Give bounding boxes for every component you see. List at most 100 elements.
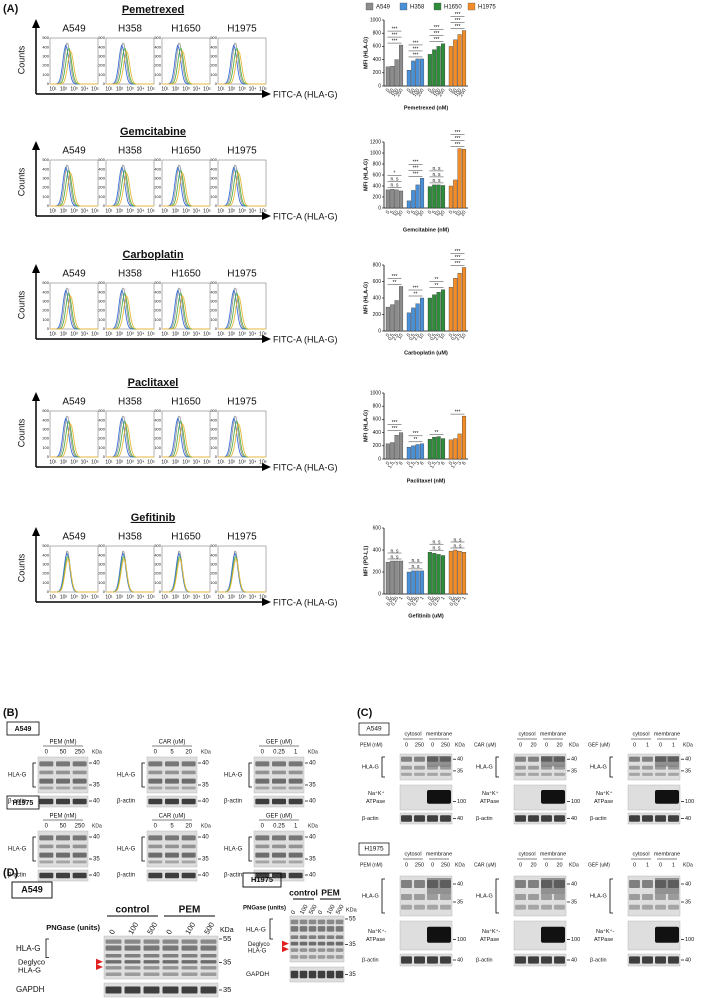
hist-xtick: 10² [228,459,236,465]
band [39,778,54,784]
cell-line: H1975 [227,397,257,408]
hist-ytick: 200 [98,571,105,576]
dose-label: 0 [427,595,434,601]
lane-label: 0 [45,750,49,756]
hist-ytick: 500 [210,408,217,413]
legend-swatch [399,2,408,11]
marker-label: 55 [349,917,356,923]
marker-label: 40 [457,757,463,763]
bar [436,554,441,595]
band [143,966,160,970]
bar [436,184,441,209]
significance: n. s [453,537,462,543]
bar [394,300,399,332]
hist-ytick: 400 [42,552,49,557]
band [56,798,70,805]
hist-xtick: 10¹ [105,86,113,92]
dose-label: 0 [448,595,455,601]
band [181,972,198,976]
dose-label: 0 [427,460,434,466]
lane-label: 0 [659,742,662,748]
band [335,970,344,979]
hist-xtick: 10² [116,331,124,337]
band [668,904,679,910]
hist-xtick: 10⁴ [81,86,89,92]
hist-xtick: 10³ [238,331,246,337]
hist-xtick: 10⁵ [91,331,99,337]
hist-xtick: 10¹ [217,331,225,337]
band [124,972,141,976]
marker-label: 40 [202,873,209,879]
dose-label: 20 [418,209,426,217]
hist-xtick: 10³ [126,459,134,465]
significance: *** [413,160,419,166]
lane-label: 250 [441,742,450,748]
bar [462,148,467,209]
row-label: Na⁺K⁺ [596,790,613,797]
significance: *** [413,40,419,46]
lane-label: 5 [170,824,174,830]
marker-label: 40 [93,799,100,805]
hist-ytick: 100 [210,72,217,77]
band [629,894,640,900]
band [414,815,425,822]
band [515,894,526,900]
axis-label: Counts [16,290,26,319]
dose-label: 1.5 [408,460,417,469]
bar [462,267,467,332]
band [308,919,317,925]
band [629,815,640,822]
dose-label: 1 [398,595,405,601]
band [541,904,552,910]
bar [390,189,395,209]
marker-label: 35 [349,942,356,948]
bracket [381,878,385,914]
hist-ytick: 200 [154,436,161,441]
lane-label: 0 [545,742,548,748]
hist-xtick: 10⁴ [193,331,201,337]
band [642,815,653,822]
histogram-curve [218,422,266,458]
bar [394,189,399,209]
lane-label: 250 [75,750,86,756]
band [655,765,666,770]
bracket [45,938,49,958]
band [288,778,303,784]
atpase-band [541,926,565,943]
dose-label: 1.5 [450,460,459,469]
bar [436,292,441,332]
hist-xtick: 10⁵ [203,86,211,92]
marker-label: 35 [93,783,100,789]
cell-line: A549 [62,397,86,408]
histogram-frame [161,410,211,458]
bar [441,555,446,595]
bar [448,550,453,595]
bar [462,30,467,87]
significance: *** [392,420,398,426]
hist-xtick: 10¹ [217,208,225,214]
row-label: β-actin [362,816,379,822]
dose-label: 0 [427,87,434,93]
hist-ytick: 100 [210,445,217,450]
histogram-curve [106,49,154,85]
lane-label: 250 [415,862,424,868]
hist-xtick: 10³ [70,594,78,600]
histogram-curve [218,557,266,593]
hist-ytick: 400 [154,44,161,49]
band [148,798,163,805]
bar [394,435,399,460]
x-axis-label: Paclitaxel (nM) [407,478,446,484]
band [72,786,87,790]
dose-label: 250 [458,87,467,97]
kda: KDa [683,742,693,748]
band [440,894,451,900]
band [124,945,141,951]
band [335,948,344,952]
band [326,919,335,925]
kda: KDa [346,907,358,913]
band [181,835,196,841]
band [72,770,87,775]
hist-xtick: 10⁵ [259,459,267,465]
legend-swatch [365,2,374,11]
